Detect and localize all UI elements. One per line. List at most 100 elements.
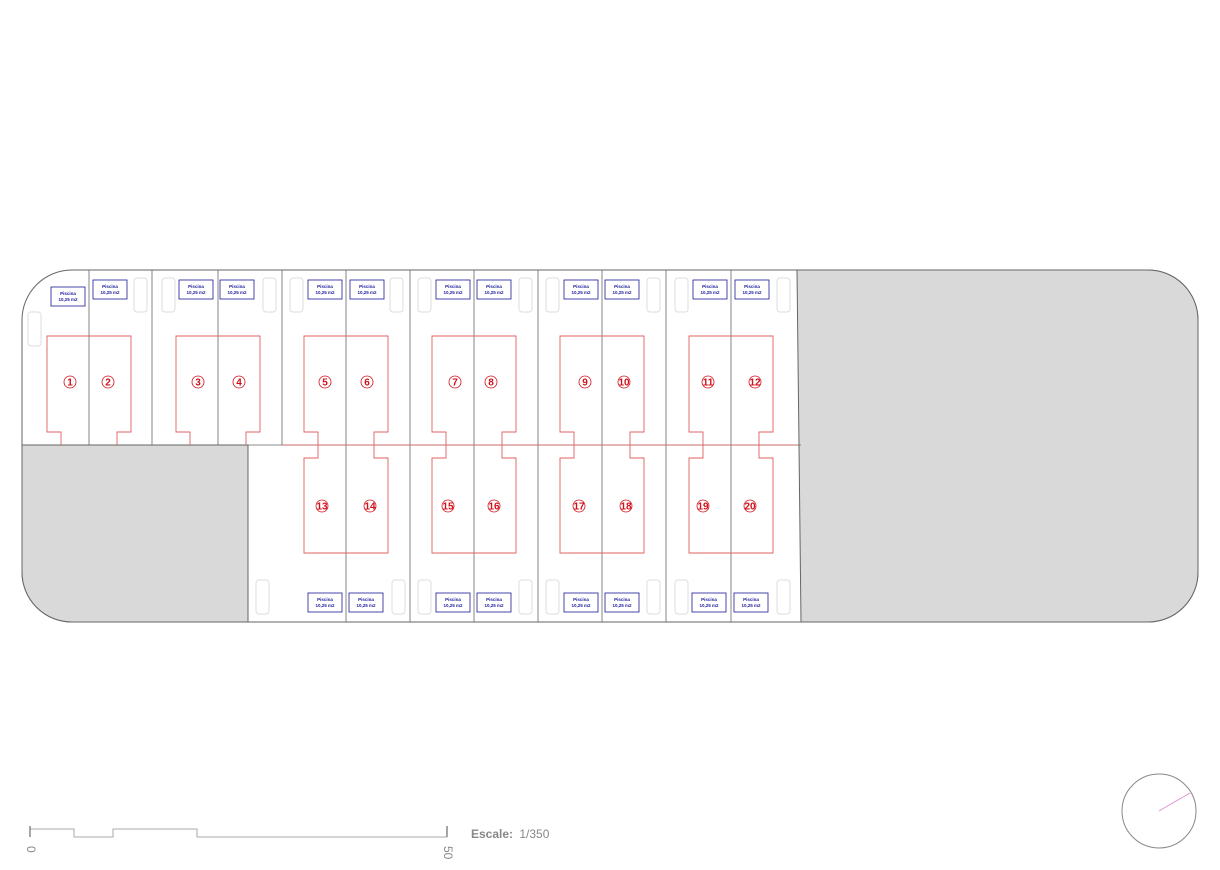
- scale-label: Escale: 1/350: [471, 827, 550, 841]
- pool-label: Piscina: [359, 284, 375, 289]
- house-outline-top: [175, 335, 261, 445]
- lot-number: 2: [101, 375, 115, 389]
- pool-box: [435, 592, 471, 613]
- scale-label-prefix: Escale:: [471, 827, 513, 841]
- lot-number: 14: [363, 499, 377, 513]
- car-icon: [545, 579, 560, 615]
- lot-number: 9: [578, 375, 592, 389]
- car-icon: [27, 311, 42, 347]
- lot-number-label: 10: [618, 378, 630, 389]
- lot-number-label: 2: [105, 378, 111, 389]
- lot-number-label: 7: [452, 378, 458, 389]
- pool-box: [691, 592, 727, 613]
- pool-box: [349, 279, 385, 300]
- lot-number: 12: [748, 375, 762, 389]
- lot-number-label: 19: [697, 502, 709, 513]
- lot-number: 20: [743, 499, 757, 513]
- pool-area: 10,25 m2: [315, 603, 335, 608]
- pool-box: [476, 592, 512, 613]
- pool-area: 10,25 m2: [571, 290, 591, 295]
- pool-box: [348, 592, 384, 613]
- pool-label: Piscina: [702, 284, 718, 289]
- pool-label: Piscina: [743, 597, 759, 602]
- pool-label: Piscina: [229, 284, 245, 289]
- lot-number: 1: [63, 375, 77, 389]
- pool-label: Piscina: [486, 284, 502, 289]
- lot-number-label: 18: [620, 502, 632, 513]
- car-icon: [262, 277, 277, 313]
- lot-number-circle: [232, 375, 246, 389]
- pool-box: [692, 279, 728, 300]
- parking-spaces: [27, 277, 791, 615]
- pool-area: 10,25 m2: [612, 290, 632, 295]
- lot-number-circle: [617, 375, 631, 389]
- house-outline-bottom: [303, 445, 389, 554]
- lot-number-circle: [696, 499, 710, 513]
- lot-number-label: 16: [488, 502, 500, 513]
- house-outline-top: [431, 335, 517, 445]
- pool-area: 10,25 m2: [484, 603, 504, 608]
- pool-box: [476, 279, 512, 300]
- pool-label: Piscina: [317, 597, 333, 602]
- pool-area: 10,25 m2: [443, 290, 463, 295]
- pool-box: [563, 592, 599, 613]
- pool-area: 10,25 m2: [699, 603, 719, 608]
- lot-number-circle: [572, 499, 586, 513]
- common-area-left: [21, 444, 249, 623]
- pool-box: [563, 279, 599, 300]
- pool-area: 10,25 m2: [443, 603, 463, 608]
- car-icon: [417, 579, 432, 615]
- lot-number-label: 8: [488, 378, 494, 389]
- pool-label: Piscina: [701, 597, 717, 602]
- car-icon: [646, 277, 661, 313]
- pool-box: [307, 279, 343, 300]
- pool-area: 10,25 m2: [742, 290, 762, 295]
- pool-area: 10,25 m2: [741, 603, 761, 608]
- lot-number-label: 11: [703, 378, 714, 389]
- lot-number: 10: [617, 375, 631, 389]
- lot-number: 15: [441, 499, 455, 513]
- pool-label: Piscina: [60, 291, 76, 296]
- car-icon: [255, 579, 270, 615]
- lot-number: 13: [315, 499, 329, 513]
- car-icon: [161, 277, 176, 313]
- lot-lines: [22, 270, 801, 622]
- pool-label: Piscina: [445, 597, 461, 602]
- car-icon: [133, 277, 148, 313]
- lot-number: 8: [484, 375, 498, 389]
- pool-box: [92, 279, 128, 300]
- lot-number: 4: [232, 375, 246, 389]
- pool-label: Piscina: [573, 284, 589, 289]
- pool-area: 10,25 m2: [186, 290, 206, 295]
- pool-box: [219, 279, 255, 300]
- pool-label: Piscina: [102, 284, 118, 289]
- car-icon: [289, 277, 304, 313]
- lot-number-circle: [101, 375, 115, 389]
- scale-bar-line: [30, 828, 447, 838]
- lot-number-circle: [487, 499, 501, 513]
- houses: [46, 335, 774, 554]
- pool-area: 10,25 m2: [571, 603, 591, 608]
- pool-label: Piscina: [614, 597, 630, 602]
- lot-number-label: 14: [364, 502, 376, 513]
- car-icon: [518, 579, 533, 615]
- pool-label: Piscina: [445, 284, 461, 289]
- car-icon: [518, 277, 533, 313]
- pool-box: [733, 592, 769, 613]
- lot-number-circle: [63, 375, 77, 389]
- common-area-right: [796, 269, 1199, 623]
- pool-box: [50, 286, 86, 307]
- lot-number-circle: [318, 375, 332, 389]
